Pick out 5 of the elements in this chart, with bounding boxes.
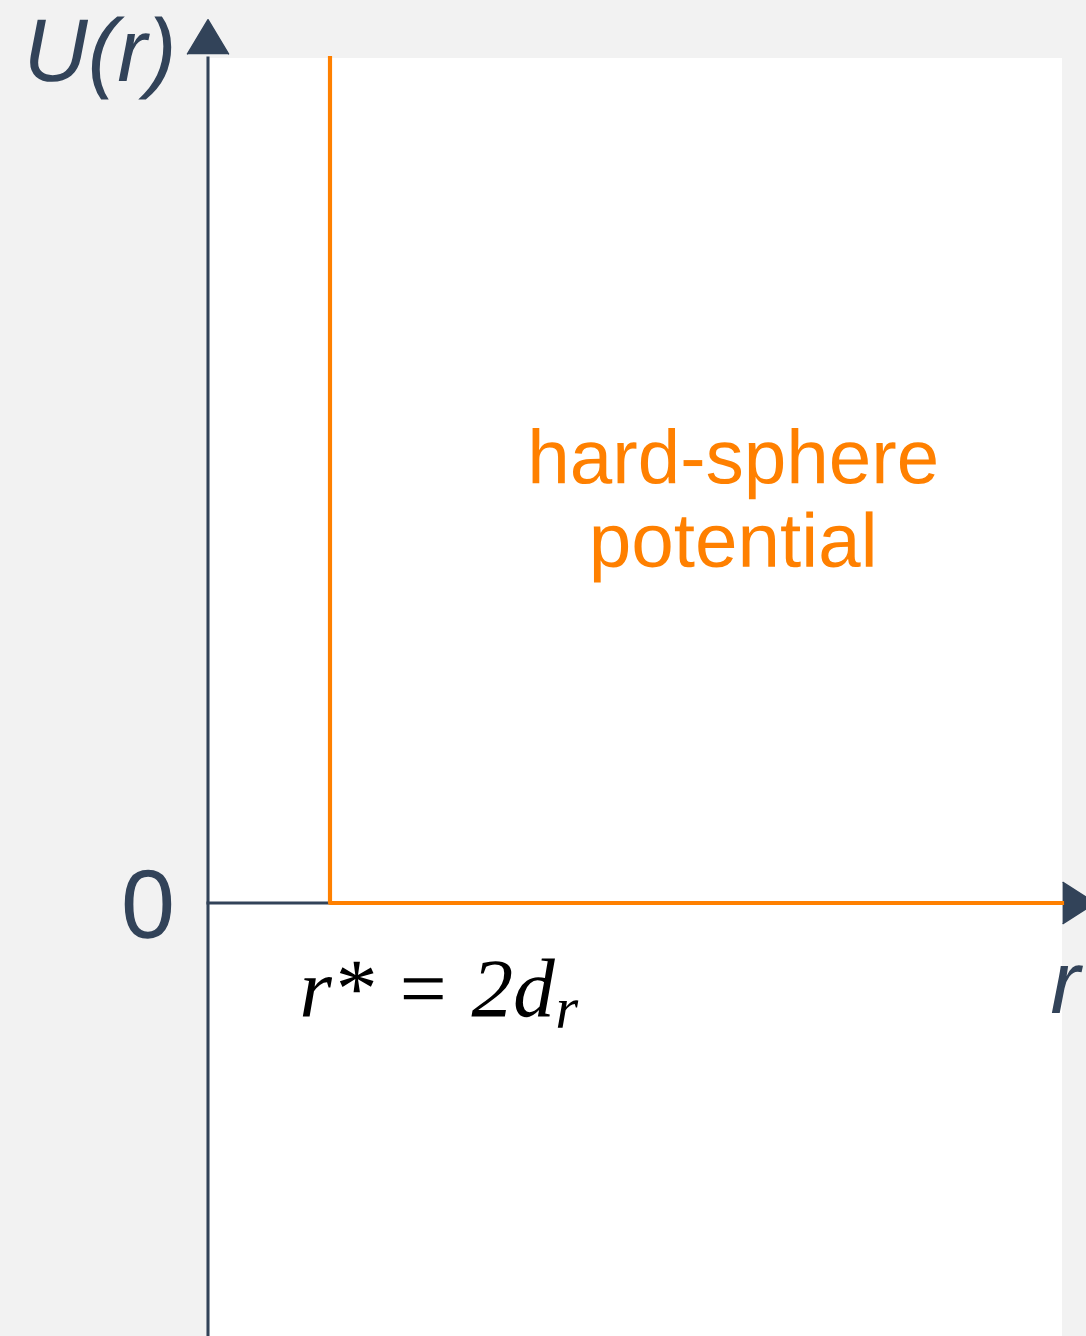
text: r* = 2d$_{r}$ [302, 958, 579, 1028]
x-axis-title: r [1051, 965, 1083, 1013]
text: 0 [124, 869, 172, 939]
y-axis-title: U(r) [30, 16, 172, 100]
text: hard-sphere potential [532, 428, 936, 583]
